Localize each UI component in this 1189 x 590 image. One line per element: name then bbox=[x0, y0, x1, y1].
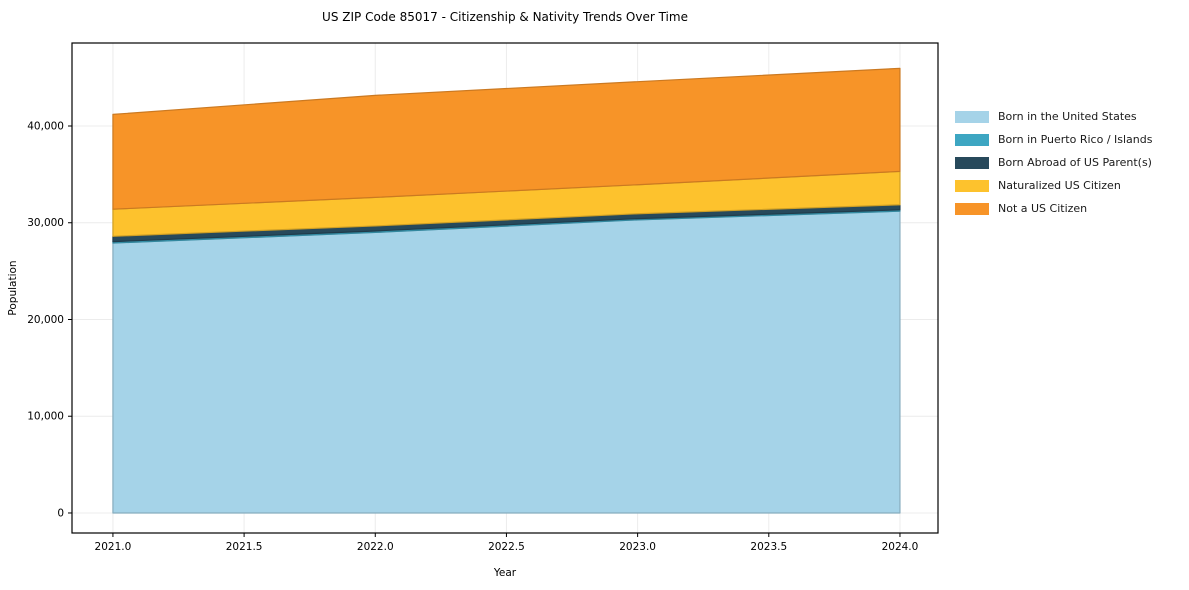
chart-title: US ZIP Code 85017 - Citizenship & Nativi… bbox=[322, 10, 688, 24]
legend-swatch bbox=[955, 110, 989, 123]
legend-swatch bbox=[955, 133, 989, 146]
legend-item-born-in-puerto-rico-islands: Born in Puerto Rico / Islands bbox=[955, 128, 1152, 151]
legend-label: Not a US Citizen bbox=[998, 202, 1088, 215]
legend-label: Naturalized US Citizen bbox=[998, 179, 1121, 192]
area-layer bbox=[112, 67, 901, 514]
legend-swatch bbox=[955, 202, 989, 215]
legend-item-born-abroad-of-us-parent-s: Born Abroad of US Parent(s) bbox=[955, 151, 1152, 174]
legend-swatch bbox=[955, 179, 989, 192]
y-axis-label: Population bbox=[7, 260, 19, 315]
plot-border bbox=[71, 42, 939, 534]
legend-label: Born in the United States bbox=[998, 110, 1137, 123]
x-tick-label: 2022.5 bbox=[488, 541, 525, 553]
area-not-a-us-citizen bbox=[112, 67, 901, 210]
legend-swatch bbox=[955, 156, 989, 169]
legend-item-not-a-us-citizen: Not a US Citizen bbox=[955, 197, 1152, 220]
legend: Born in the United States Born in Puerto … bbox=[955, 105, 1152, 220]
y-tick-label: 10,000 bbox=[27, 411, 64, 423]
x-axis-label: Year bbox=[493, 567, 517, 579]
x-tick-label: 2021.5 bbox=[226, 541, 263, 553]
y-tick-label: 20,000 bbox=[27, 314, 64, 326]
x-tick-label: 2024.0 bbox=[882, 541, 919, 553]
area-born-in-the-united-states bbox=[112, 210, 901, 514]
legend-label: Born Abroad of US Parent(s) bbox=[998, 156, 1152, 169]
legend-item-naturalized-us-citizen: Naturalized US Citizen bbox=[955, 174, 1152, 197]
x-tick-label: 2023.0 bbox=[619, 541, 656, 553]
legend-label: Born in Puerto Rico / Islands bbox=[998, 133, 1153, 146]
x-tick-label: 2022.0 bbox=[357, 541, 394, 553]
tick-label-layer: 2021.0 2021.5 2022.0 2022.5 2023.0 2023.5 2024… bbox=[27, 121, 918, 553]
y-tick-label: 0 bbox=[57, 507, 64, 519]
y-tick-label: 40,000 bbox=[27, 121, 64, 133]
y-tick-label: 30,000 bbox=[27, 217, 64, 229]
tick-layer bbox=[68, 125, 901, 537]
legend-item-born-in-the-united-states: Born in the United States bbox=[955, 105, 1152, 128]
x-tick-label: 2023.5 bbox=[750, 541, 787, 553]
x-tick-label: 2021.0 bbox=[95, 541, 132, 553]
